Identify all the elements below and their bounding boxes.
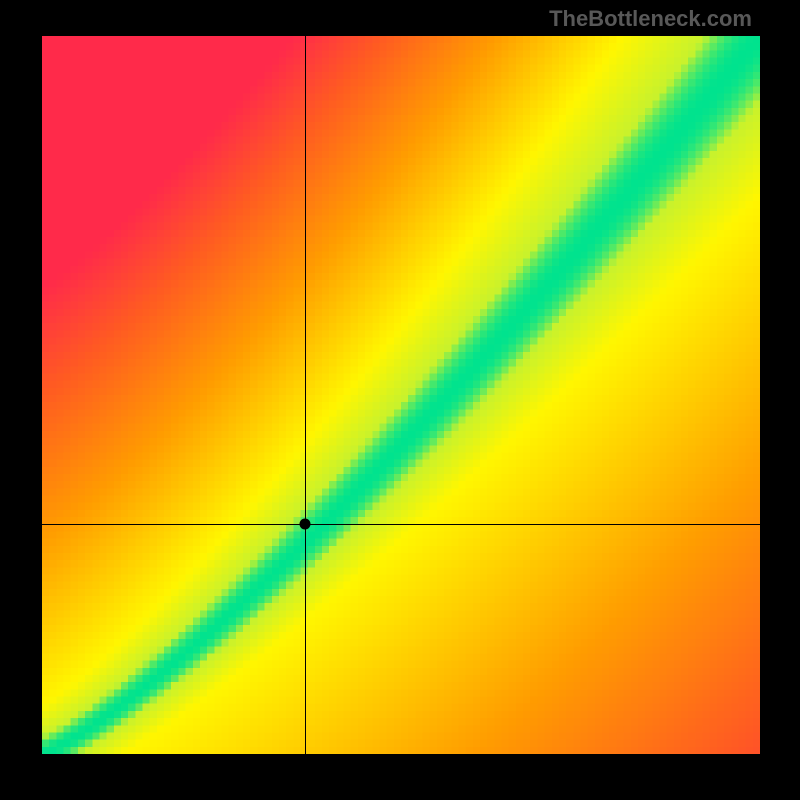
crosshair-horizontal [42, 524, 760, 525]
heatmap-area [42, 36, 760, 754]
watermark-text: TheBottleneck.com [549, 6, 752, 32]
chart-container: TheBottleneck.com [0, 0, 800, 800]
heatmap-canvas [42, 36, 760, 754]
crosshair-vertical [305, 36, 306, 754]
data-point-marker [299, 519, 310, 530]
